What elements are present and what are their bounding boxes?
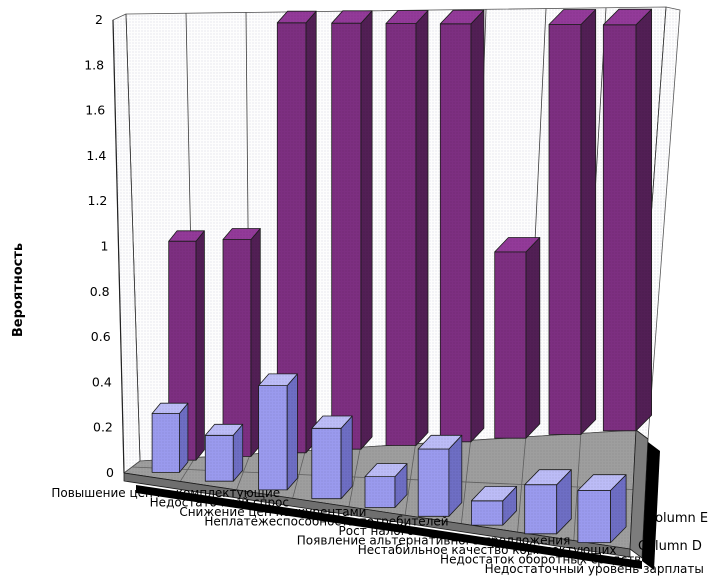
category-label: Недостаточный уровень зарплаты xyxy=(485,562,704,576)
bar-column-e-2-front-texture xyxy=(277,22,306,453)
bar-column-d-4-side-texture xyxy=(395,463,407,508)
bar-column-d-6-top-texture xyxy=(471,486,517,501)
bar-column-d-1-front-texture xyxy=(205,435,234,482)
bar-column-d-0-front-texture xyxy=(152,413,180,473)
floor-shadow-front xyxy=(136,485,642,569)
y-axis-line xyxy=(112,19,125,474)
bar-column-d-4-front-texture xyxy=(365,476,395,508)
bar-column-d-3-front-texture xyxy=(311,428,342,499)
bar-column-d-6-front-texture xyxy=(471,500,503,526)
bar-column-e-5-side-texture xyxy=(471,10,484,442)
bar-column-d-7-front-texture xyxy=(524,484,557,534)
y-tick-label: 0.2 xyxy=(93,420,113,435)
bar-column-d-1-top-texture xyxy=(205,424,243,436)
bar-column-d-5-side-texture xyxy=(448,435,462,517)
y-tick-label: 1.2 xyxy=(88,193,108,208)
bar-column-e-2-top-texture xyxy=(277,11,317,23)
chart-graphics: 00.20.40.60.811.21.41.61.82ВероятностьПо… xyxy=(11,6,708,576)
bar-column-e-3-top-texture xyxy=(331,10,373,24)
y-tick-label: 0.6 xyxy=(91,329,111,344)
bar-column-e-4-front-texture xyxy=(386,23,416,446)
bar-column-d-5-front-texture xyxy=(418,449,449,517)
bar-column-e-4-top-texture xyxy=(386,10,428,24)
floor-front-edge xyxy=(123,472,631,558)
bar-column-d-4-top-texture xyxy=(365,463,407,477)
y-axis-title: Вероятность xyxy=(11,243,26,337)
bar-column-e-7-top-texture xyxy=(549,9,596,25)
bar-column-e-1-top-texture xyxy=(223,228,261,240)
bar-column-d-7-top-texture xyxy=(524,469,572,485)
bar-column-e-7-side-texture xyxy=(581,9,596,435)
bar-column-d-0-side-texture xyxy=(179,403,188,473)
floor-shadow-right xyxy=(642,442,660,570)
bar-column-e-5-top-texture xyxy=(440,10,484,24)
bar-column-d-8-side-texture xyxy=(610,474,627,543)
bar-column-e-6-front-texture xyxy=(494,251,526,439)
bar-column-e-3-side-texture xyxy=(361,10,373,450)
y-tick-label: 0.4 xyxy=(92,374,112,389)
bar-column-e-1-front-texture xyxy=(223,239,251,457)
bar-column-e-3-front-texture xyxy=(331,23,361,450)
bar-column-e-0-top-texture xyxy=(168,230,205,242)
bar-column-d-3-side-texture xyxy=(341,416,353,499)
y-tick-label: 0 xyxy=(106,465,114,480)
bar-column-d-2-front-texture xyxy=(258,385,288,490)
bar-column-e-8-top-texture xyxy=(603,9,652,25)
bar-column-e-2-side-texture xyxy=(306,11,317,453)
bar-column-d-6-side-texture xyxy=(502,486,517,526)
bar-column-e-5-front-texture xyxy=(440,23,471,442)
floor-right-edge xyxy=(629,429,649,559)
bar-column-d-2-side-texture xyxy=(287,373,298,490)
bar-column-d-8-front-texture xyxy=(577,490,611,543)
bar-column-d-2-top-texture xyxy=(258,373,298,386)
bar-column-d-7-side-texture xyxy=(556,469,572,534)
bar-column-e-6-top-texture xyxy=(494,237,540,252)
bar-column-e-8-side-texture xyxy=(636,9,652,431)
bar-column-d-1-side-texture xyxy=(233,424,243,482)
y-tick-label: 1 xyxy=(101,239,109,254)
series-label-column-e: Column E xyxy=(646,511,708,526)
y-tick-label: 2 xyxy=(95,12,103,27)
bar-column-d-8-top-texture xyxy=(577,474,627,491)
bar-column-e-6-side-texture xyxy=(526,237,540,439)
bar-column-e-1-side-texture xyxy=(251,228,261,457)
bar-column-e-7-front-texture xyxy=(549,24,581,435)
bar-column-d-3-top-texture xyxy=(311,416,353,429)
y-tick-label: 0.8 xyxy=(90,284,110,299)
bar-column-d-0-top-texture xyxy=(152,403,188,414)
y-tick-label: 1.6 xyxy=(85,103,105,118)
wall-gridline xyxy=(125,13,141,462)
y-tick-label: 1.8 xyxy=(84,57,104,72)
left-wall-texture xyxy=(113,14,140,473)
bar-column-e-8-front-texture xyxy=(603,24,636,431)
y-tick-label: 1.4 xyxy=(86,148,106,163)
bar-column-e-0-side-texture xyxy=(196,230,205,461)
bar-column-d-5-top-texture xyxy=(418,435,462,449)
bar-column-e-4-side-texture xyxy=(416,10,428,446)
